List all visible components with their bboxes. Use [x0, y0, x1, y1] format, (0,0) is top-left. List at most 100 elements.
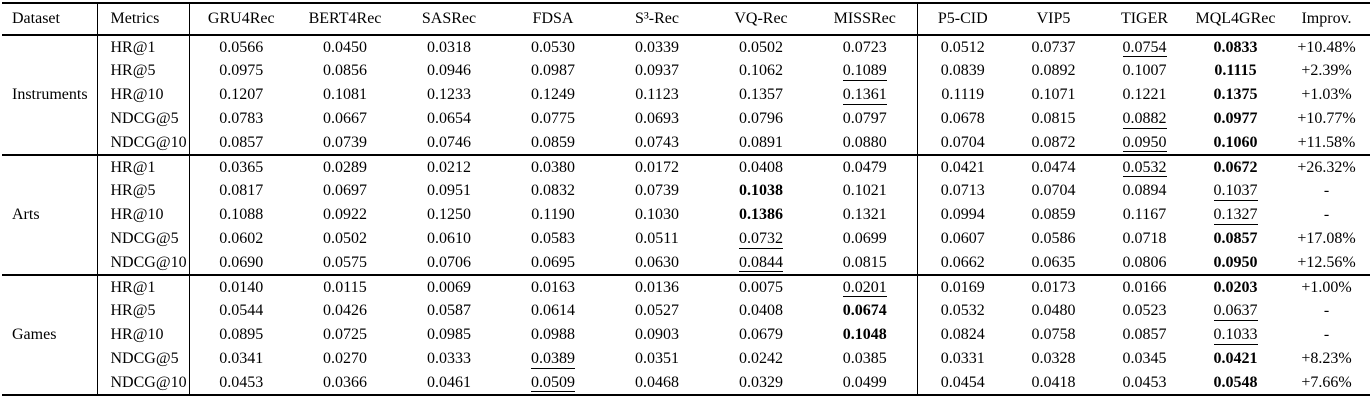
value-cell: 0.0635 — [1008, 251, 1099, 275]
value-cell: 0.0115 — [293, 275, 397, 299]
value-cell: 0.1115 — [1190, 59, 1281, 83]
value-cell: 0.1119 — [917, 83, 1008, 107]
value-cell: 0.0328 — [1008, 347, 1099, 371]
value-cell: 0.0203 — [1190, 275, 1281, 299]
value-cell: 0.0704 — [1008, 179, 1099, 203]
value-cell: 0.0453 — [1099, 371, 1190, 395]
metric-value: 0.0509 — [531, 373, 575, 392]
value-cell: 0.0951 — [397, 179, 501, 203]
dataset-label: Games — [2, 275, 98, 395]
metric-value: 0.1357 — [739, 86, 783, 103]
value-cell: 0.0895 — [189, 323, 293, 347]
metric-value: 0.0946 — [427, 62, 471, 79]
metric-value: 0.0544 — [219, 302, 264, 319]
metric-value: 0.0421 — [940, 158, 985, 176]
value-cell: 0.0725 — [293, 323, 397, 347]
metric-value: 0.0857 — [1213, 230, 1258, 247]
metric-value: 0.1321 — [842, 206, 887, 223]
metric-value: 0.1123 — [635, 86, 679, 103]
metric-value: 0.0723 — [842, 38, 887, 56]
metric-value: 0.0136 — [635, 278, 679, 296]
metric-value: 0.0857 — [219, 133, 264, 151]
value-cell: 0.0985 — [397, 323, 501, 347]
metric-label: HR@10 — [97, 323, 190, 347]
metric-value: 0.0169 — [940, 278, 985, 296]
metric-value: 0.1250 — [427, 206, 471, 223]
value-cell: 0.0530 — [501, 35, 605, 59]
metric-value: 0.1038 — [739, 182, 783, 199]
value-cell: 0.0136 — [605, 275, 709, 299]
table-row: HR@5 0.0817 0.0697 0.0951 0.0832 0.0739 0.1038… — [2, 179, 1370, 203]
value-cell: 0.0450 — [293, 35, 397, 59]
value-cell: 0.0697 — [293, 179, 397, 203]
metric-value: 0.0339 — [635, 38, 679, 56]
metric-value: 0.0667 — [323, 110, 367, 127]
value-cell: 0.0583 — [501, 227, 605, 251]
metric-label: NDCG@5 — [97, 107, 190, 131]
value-cell: 0.0672 — [1190, 155, 1281, 179]
metric-value: 0.0069 — [427, 278, 471, 296]
value-cell: 0.0679 — [709, 323, 813, 347]
value-cell: 0.0544 — [189, 299, 293, 323]
value-cell: 0.0509 — [501, 371, 605, 395]
metric-value: 0.0502 — [323, 230, 367, 247]
metric-value: 0.0704 — [940, 133, 985, 151]
value-cell: 0.0758 — [1008, 323, 1099, 347]
table-row: HR@10 0.1088 0.0922 0.1250 0.1190 0.1030 0.138… — [2, 203, 1370, 227]
value-cell: 0.1250 — [397, 203, 501, 227]
dataset-label: Arts — [2, 155, 98, 275]
value-cell: 0.0426 — [293, 299, 397, 323]
metric-value: 0.0637 — [1213, 302, 1258, 321]
value-cell: 0.0318 — [397, 35, 501, 59]
value-cell: 0.0754 — [1099, 35, 1190, 59]
value-cell: 0.0453 — [189, 371, 293, 395]
metric-value: 0.0754 — [1122, 38, 1167, 57]
metric-value: 0.0453 — [1122, 373, 1167, 391]
value-cell: 0.0468 — [605, 371, 709, 395]
metric-value: 0.0530 — [531, 38, 575, 56]
table-header: Dataset Metrics GRU4Rec BERT4Rec SASRec FDSA S… — [2, 3, 1370, 35]
metric-value: 0.1361 — [842, 86, 887, 105]
metric-value: 0.0328 — [1031, 350, 1076, 367]
metric-value: 0.0882 — [1122, 110, 1167, 129]
value-cell: 0.0723 — [813, 35, 918, 59]
metric-value: 0.0737 — [1031, 38, 1076, 56]
metric-value: 0.0532 — [1122, 158, 1167, 177]
metric-value: 0.0527 — [635, 302, 679, 319]
metric-label: NDCG@5 — [97, 227, 190, 251]
metric-value: 0.0824 — [940, 326, 985, 343]
value-cell: 0.0532 — [1099, 155, 1190, 179]
value-cell: 0.0922 — [293, 203, 397, 227]
value-cell: 0.0385 — [813, 347, 918, 371]
improvement-cell: +26.32% — [1297, 158, 1356, 176]
value-cell: 0.0575 — [293, 251, 397, 275]
metric-value: 0.0678 — [940, 110, 985, 127]
value-cell: 0.0461 — [397, 371, 501, 395]
metric-value: 0.0351 — [635, 350, 679, 367]
improvement-cell: +8.23% — [1301, 350, 1352, 367]
metric-value: 0.1119 — [941, 86, 985, 103]
value-cell: 0.0163 — [501, 275, 605, 299]
improvement-cell: - — [1323, 206, 1330, 223]
metric-value: 0.0817 — [219, 182, 264, 199]
value-cell: 0.0739 — [605, 179, 709, 203]
metric-value: 0.0115 — [323, 278, 367, 296]
metric-value: 0.0461 — [427, 373, 471, 391]
metric-value: 0.0345 — [1122, 350, 1167, 367]
metric-value: 0.0548 — [1213, 373, 1258, 391]
metric-value: 0.0743 — [635, 133, 679, 151]
metric-value: 0.0937 — [635, 62, 679, 79]
metric-value: 0.0583 — [531, 230, 575, 247]
value-cell: 0.0859 — [501, 131, 605, 155]
metric-value: 0.0985 — [427, 326, 471, 343]
metric-value: 0.0832 — [531, 182, 575, 199]
value-cell: 0.0140 — [189, 275, 293, 299]
metric-value: 0.0586 — [1031, 230, 1076, 247]
value-cell: 0.0502 — [293, 227, 397, 251]
metric-value: 0.1071 — [1031, 86, 1076, 103]
metric-value: 0.0421 — [1213, 350, 1258, 367]
value-cell: 0.0678 — [917, 107, 1008, 131]
value-cell: 0.0859 — [1008, 203, 1099, 227]
metric-value: 0.0385 — [842, 350, 887, 367]
metric-value: 0.0502 — [739, 38, 783, 56]
